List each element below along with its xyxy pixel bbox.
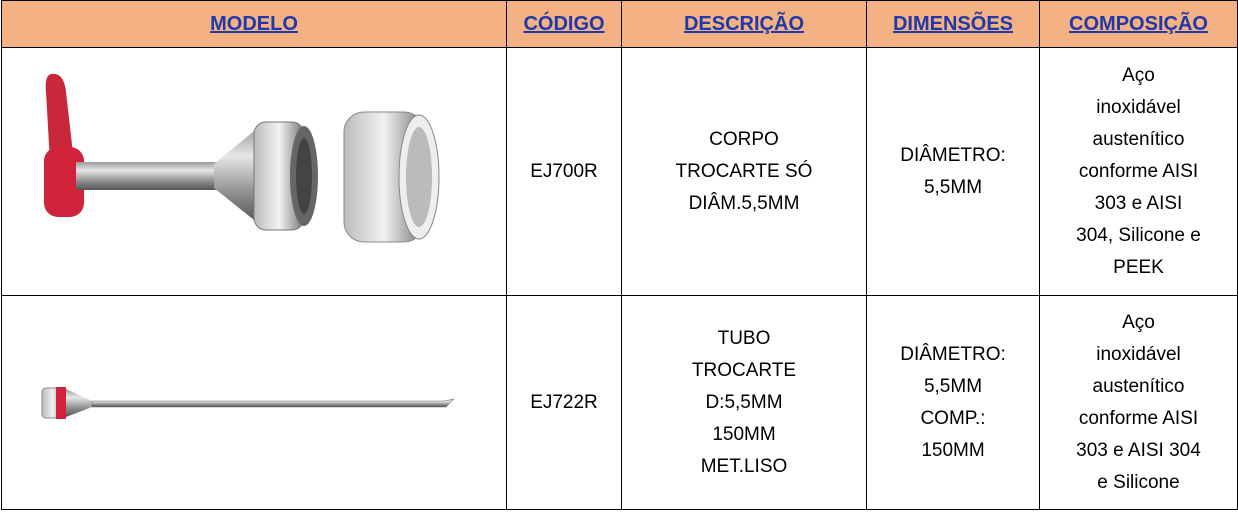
product-image [44, 73, 440, 242]
description-cell: TUBO TROCARTE D:5,5MM 150MM MET.LISO [621, 295, 867, 510]
text-line: 150MM [712, 423, 776, 445]
description-cell: CORPO TROCARTE SÓ DIÂM.5,5MM [621, 47, 867, 296]
text-line: DIÂMETRO: [900, 144, 1006, 166]
dimensions-cell: DIÂMETRO: 5,5MM COMP.: 150MM [866, 295, 1040, 510]
header-cell: CÓDIGO [506, 0, 622, 48]
text-line: D:5,5MM [705, 391, 783, 413]
text-line: 304, Silicone e [1076, 224, 1201, 246]
text-line: COMP.: [920, 407, 986, 429]
text-line: inoxidável [1096, 343, 1181, 365]
model-cell [1, 47, 507, 296]
text-line: 303 e AISI 304 [1076, 439, 1201, 461]
composition-cell: Aço inoxidável austenítico conforme AISI 303… [1039, 295, 1238, 510]
text-line: austenítico [1092, 375, 1185, 397]
text-line: TROCARTE [691, 359, 797, 381]
text-line: DIÂM.5,5MM [688, 192, 800, 214]
text-line: conforme AISI [1078, 160, 1199, 182]
table-row: EJ722R TUBO TROCARTE D:5,5MM 150MM MET.LISO DI… [1, 295, 1238, 510]
text-line: inoxidável [1096, 96, 1181, 118]
code-cell: EJ700R [506, 47, 622, 296]
text-line: 303 e AISI [1094, 192, 1183, 214]
header-cell: DESCRIÇÃO [621, 0, 867, 48]
text-line: DIÂMETRO: [900, 343, 1006, 365]
header-cell: MODELO [1, 0, 507, 48]
table-row: EJ700R CORPO TROCARTE SÓ DIÂM.5,5MM DIÂMETRO… [1, 47, 1238, 296]
text-line: Aço [1122, 311, 1155, 333]
text-line: e Silicone [1097, 471, 1180, 493]
text-line: PEEK [1113, 256, 1164, 278]
composition-cell: Aço inoxidável austenítico conforme AISI 303… [1039, 47, 1238, 296]
text-line: TUBO [717, 327, 771, 349]
text-line: 5,5MM [923, 375, 983, 397]
text-line: 150MM [921, 439, 985, 461]
text-line: MET.LISO [700, 455, 788, 477]
code-cell: EJ722R [506, 295, 622, 510]
text-line: Aço [1122, 64, 1155, 86]
text-line: 5,5MM [923, 176, 983, 198]
header-row: MODELO CÓDIGO DESCRIÇÃO DIMENSÕES COMPOS… [1, 0, 1238, 48]
text-line: austenítico [1092, 128, 1185, 150]
product-image [41, 386, 455, 419]
text-line: conforme AISI [1078, 407, 1199, 429]
header-cell: COMPOSIÇÃO [1039, 0, 1238, 48]
dimensions-cell: DIÂMETRO: 5,5MM [866, 47, 1040, 296]
text-line: TROCARTE SÓ [675, 160, 813, 182]
header-cell: DIMENSÕES [866, 0, 1040, 48]
model-cell [1, 295, 507, 510]
text-line: CORPO [709, 128, 779, 150]
